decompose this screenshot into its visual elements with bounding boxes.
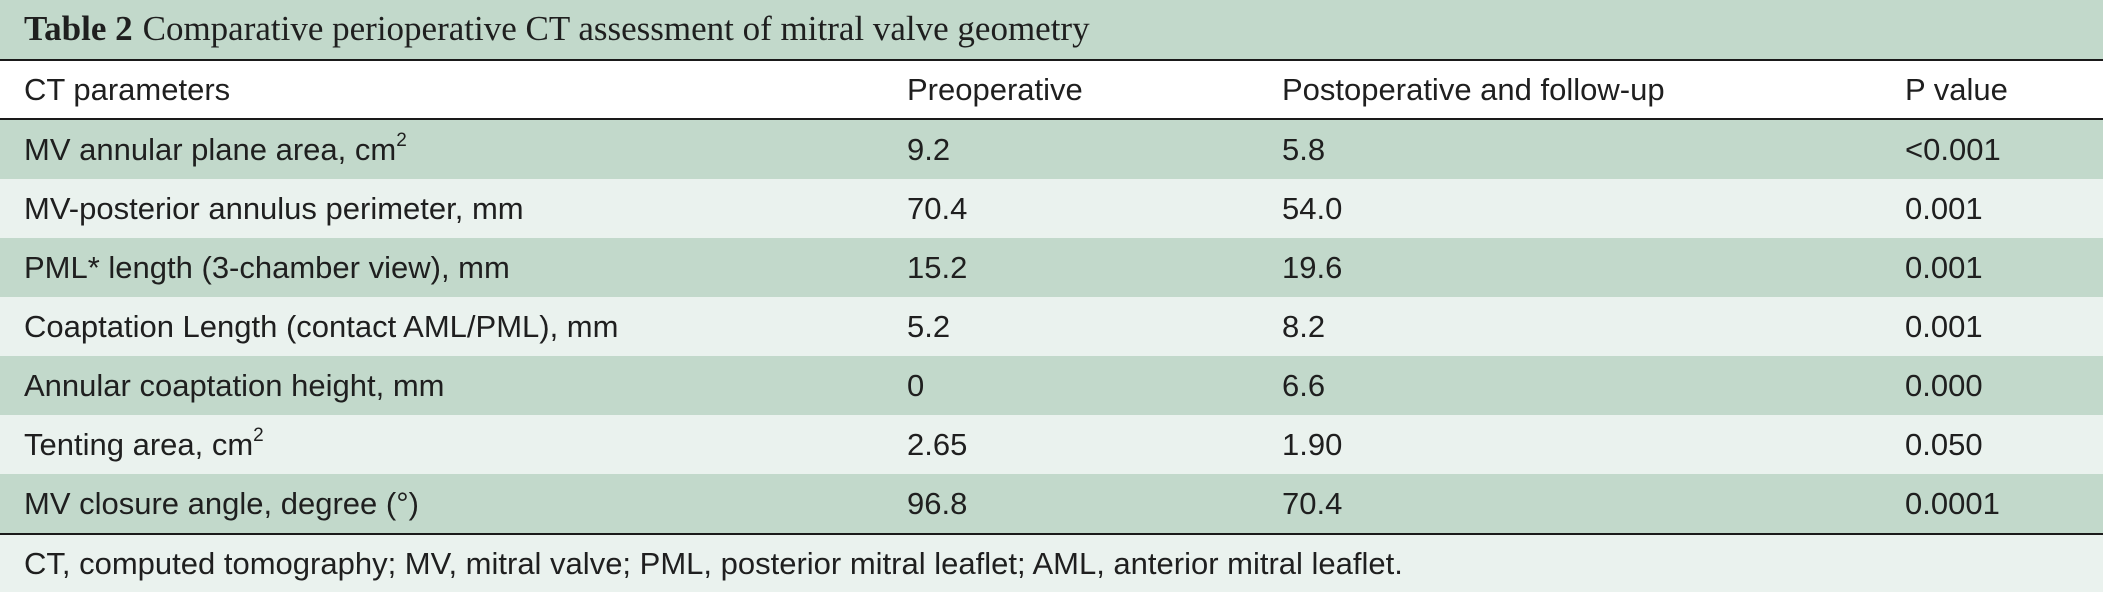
table-row: PML* length (3-chamber view), mm 15.2 19… [0,238,2103,297]
unit-superscript: 2 [253,424,264,446]
parameter-text: Tenting area, cm [24,427,254,462]
cell-postoperative: 19.6 [1282,250,1343,285]
cell-postoperative: 54.0 [1282,191,1343,226]
cell-p-value: 0.0001 [1905,486,2000,521]
cell-preoperative: 5.2 [907,309,951,344]
table-title: Comparative perioperative CT assessment … [142,9,1090,48]
cell-parameter: MV annular plane area, cm2 [24,129,407,168]
cell-p-value: <0.001 [1905,132,2001,167]
cell-p-value: 0.001 [1905,309,1983,344]
cell-preoperative: 2.65 [907,427,968,462]
col-header-p-value: P value [1905,72,2008,107]
table-header: CT parameters Preoperative Postoperative… [0,61,2103,118]
unit-superscript: 2 [396,129,407,151]
cell-postoperative: 1.90 [1282,427,1343,462]
cell-postoperative: 70.4 [1282,486,1343,521]
cell-preoperative: 9.2 [907,132,951,167]
table-footnote: CT, computed tomography; MV, mitral valv… [0,535,2103,592]
col-header-postoperative: Postoperative and follow-up [1282,72,1665,107]
cell-postoperative: 8.2 [1282,309,1326,344]
header-rule [0,118,2103,120]
cell-postoperative: 6.6 [1282,368,1326,403]
cell-postoperative: 5.8 [1282,132,1326,167]
col-header-preoperative: Preoperative [907,72,1083,107]
cell-parameter: Tenting area, cm2 [24,424,264,463]
col-header-parameters: CT parameters [24,72,231,107]
cell-parameter: MV-posterior annulus perimeter, mm [24,191,524,226]
top-rule [0,59,2103,61]
bottom-rule [0,533,2103,535]
cell-preoperative: 96.8 [907,486,968,521]
cell-p-value: 0.001 [1905,250,1983,285]
table-row: Annular coaptation height, mm 0 6.6 0.00… [0,356,2103,415]
cell-p-value: 0.000 [1905,368,1983,403]
parameter-text: MV annular plane area, cm [24,132,397,167]
cell-parameter: Coaptation Length (contact AML/PML), mm [24,309,619,344]
cell-parameter: Annular coaptation height, mm [24,368,445,403]
table-row: Coaptation Length (contact AML/PML), mm … [0,297,2103,356]
cell-preoperative: 15.2 [907,250,968,285]
cell-parameter: PML* length (3-chamber view), mm [24,250,510,285]
cell-preoperative: 70.4 [907,191,968,226]
table-row: MV closure angle, degree (°) 96.8 70.4 0… [0,474,2103,533]
table-caption: Table 2 Comparative perioperative CT asse… [0,0,2103,59]
table-row: MV annular plane area, cm2 9.2 5.8 <0.00… [0,120,2103,179]
cell-parameter: MV closure angle, degree (°) [24,486,419,521]
cell-p-value: 0.050 [1905,427,1983,462]
table-row: MV-posterior annulus perimeter, mm 70.4 … [0,179,2103,238]
table-label: Table 2 [24,9,133,48]
table-row: Tenting area, cm2 2.65 1.90 0.050 [0,415,2103,474]
cell-p-value: 0.001 [1905,191,1983,226]
cell-preoperative: 0 [907,368,925,403]
